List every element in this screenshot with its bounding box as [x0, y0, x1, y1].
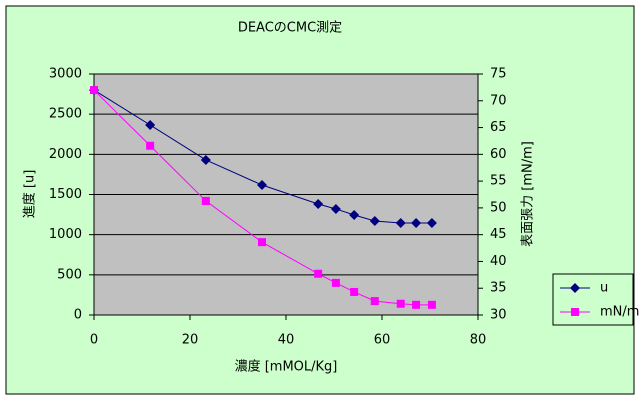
x-tick-label: 0	[90, 333, 98, 348]
y-tick-label: 2500	[49, 107, 82, 122]
data-point	[395, 218, 406, 229]
data-point	[313, 198, 324, 209]
y2-tick-label: 65	[490, 120, 507, 135]
y2-tick-label: 30	[490, 308, 507, 323]
y-tick-label: 1500	[49, 187, 82, 202]
data-point	[200, 154, 211, 165]
data-point	[201, 196, 210, 205]
data-point	[427, 300, 436, 309]
y-tick-label: 500	[57, 267, 82, 282]
data-point	[90, 86, 98, 95]
legend-label: u	[600, 281, 608, 296]
x-tick-label: 20	[182, 333, 199, 348]
data-point	[370, 297, 379, 306]
legend-marker	[570, 283, 580, 293]
data-point	[258, 238, 266, 247]
data-point	[146, 141, 155, 150]
data-point	[349, 209, 360, 220]
data-point	[426, 218, 437, 229]
y2-tick-label: 70	[490, 93, 507, 108]
chart-title: DEACのCMC測定	[238, 21, 342, 36]
y2-tick-label: 50	[490, 200, 507, 215]
data-point	[369, 216, 380, 227]
y-tick-label: 0	[74, 308, 82, 323]
data-point	[257, 180, 267, 191]
y2-tick-label: 75	[490, 67, 507, 82]
data-point	[145, 120, 156, 131]
y-tick-label: 2000	[49, 147, 82, 162]
legend-label: mN/m	[600, 305, 639, 320]
y2-tick-label: 35	[490, 281, 507, 296]
data-point	[350, 287, 359, 296]
y2-axis-label: 表面張力 [mN/m]	[521, 141, 536, 247]
x-tick-label: 80	[470, 333, 487, 348]
y2-tick-label: 60	[490, 147, 507, 162]
y2-tick-label: 45	[490, 227, 507, 242]
data-point	[411, 218, 422, 229]
data-point	[412, 300, 421, 309]
data-point	[330, 203, 341, 214]
y2-tick-label: 40	[490, 254, 507, 269]
data-point	[331, 278, 340, 287]
data-point	[396, 299, 405, 308]
x-axis-label: 濃度 [mMOL/Kg]	[235, 359, 338, 375]
y-tick-label: 3000	[49, 67, 82, 82]
data-point	[314, 269, 323, 278]
y-tick-label: 1000	[49, 227, 82, 242]
x-tick-label: 60	[374, 333, 391, 348]
x-tick-label: 40	[278, 333, 295, 348]
legend	[552, 273, 634, 326]
legend-marker	[571, 308, 579, 316]
y2-tick-label: 55	[490, 174, 507, 189]
y-axis-label: 進度 [u]	[22, 170, 38, 219]
